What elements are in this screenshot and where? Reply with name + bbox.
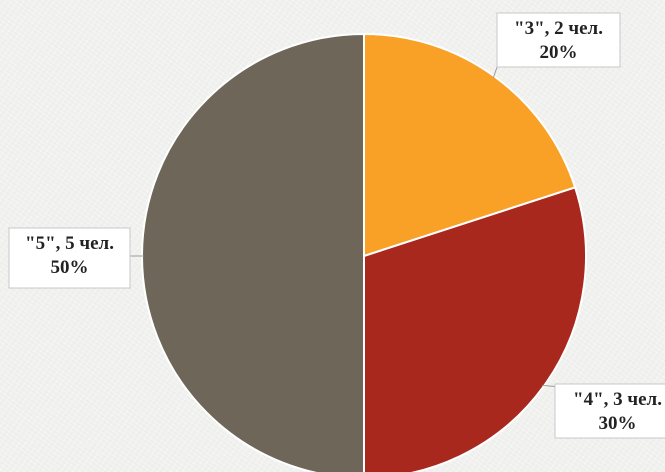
pie-slices xyxy=(141,32,587,472)
data-label-3: "5", 5 чел. 50% xyxy=(8,227,131,289)
data-label-box xyxy=(496,12,621,68)
data-label-percent: 50% xyxy=(51,257,89,278)
data-label-box xyxy=(8,227,131,289)
pie-slice-3 xyxy=(141,32,365,472)
data-label-box xyxy=(554,383,665,439)
data-label-category: "4", 3 чел. xyxy=(573,389,662,410)
data-label-1: "3", 2 чел. 20% xyxy=(496,12,621,68)
data-label-category: "3", 2 чел. xyxy=(514,18,603,39)
leader-line-1 xyxy=(492,66,498,79)
data-label-percent: 30% xyxy=(599,413,637,434)
data-label-category: "5", 5 чел. xyxy=(25,233,114,254)
data-label-2: "4", 3 чел. 30% xyxy=(554,383,665,439)
leader-line-2 xyxy=(541,384,556,387)
pie-slice-1 xyxy=(363,32,577,258)
pie-data-labels: "3", 2 чел. 20% "4", 3 чел. 30% "5", 5 чел. 5… xyxy=(8,12,665,439)
data-label-percent: 20% xyxy=(540,42,578,63)
